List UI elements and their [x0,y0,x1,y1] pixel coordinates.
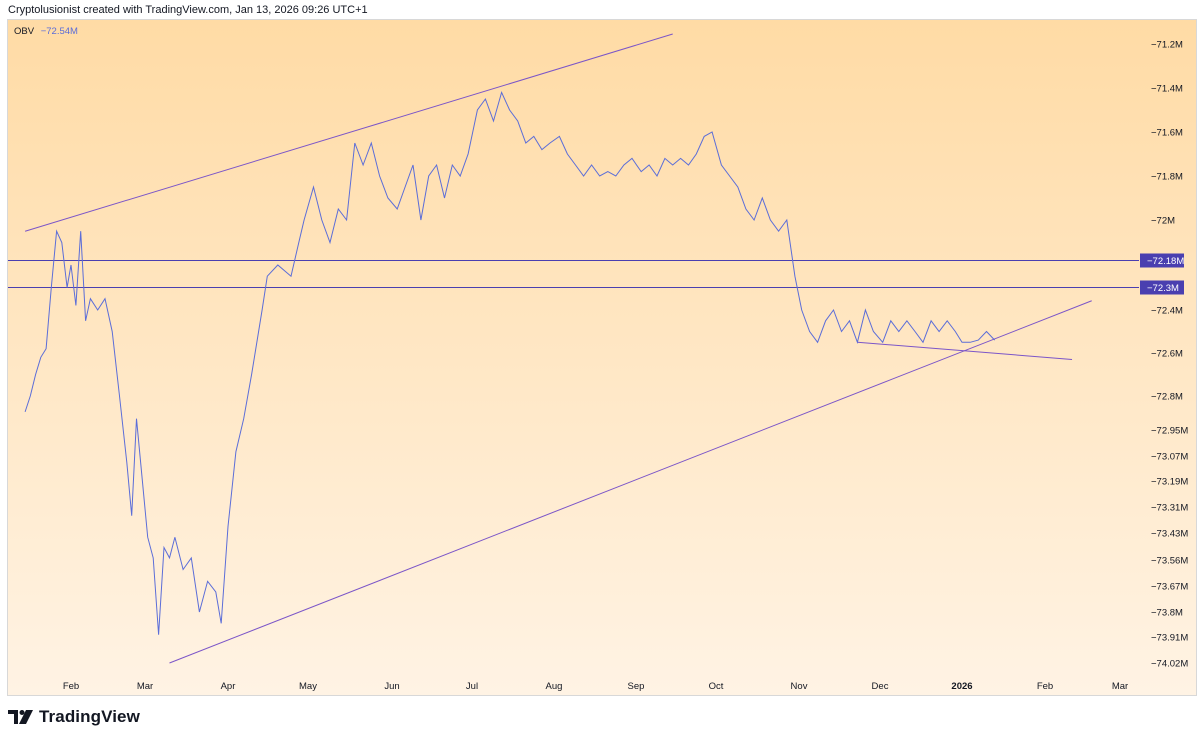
y-tick-label: −73.19M [1151,477,1188,488]
y-tick-label: −74.02M [1151,659,1188,670]
x-tick-label: Feb [63,681,79,692]
x-tick-label: Nov [791,681,808,692]
x-tick-label: Jul [466,681,478,692]
y-tick-label: −73.56M [1151,556,1188,567]
tradingview-logo-icon [8,710,33,724]
price-level-badge [1140,280,1184,295]
y-tick-label: −72.8M [1151,392,1183,403]
chart-frame[interactable]: −71.2M −71.4M −71.6M −71.8M −72M −72.4M −72.6M… [7,19,1197,696]
obv-chart[interactable]: −71.2M −71.4M −71.6M −71.8M −72M −72.4M −72.6M… [8,20,1196,695]
obv-line [24,90,996,635]
y-tick-label: −73.43M [1151,529,1188,540]
x-tick-label: Dec [872,681,889,692]
x-tick-label: Oct [709,681,724,692]
y-tick-label: −73.91M [1151,633,1188,644]
chart-credit: Cryptolusionist created with TradingView… [8,4,368,16]
y-tick-label: −71.8M [1151,172,1183,183]
y-tick-label: −71.2M [1151,40,1183,51]
indicator-name: OBV [14,26,35,37]
x-tick-label: 2026 [951,681,972,692]
y-tick-label: −71.6M [1151,128,1183,139]
time-scale[interactable]: Feb Mar Apr May Jun Jul Aug Sep Oct Nov Dec 2026 Feb… [63,681,1128,692]
y-tick-label: −71.4M [1151,84,1183,95]
x-tick-label: Sep [628,681,645,692]
trendline-upper-channel [24,33,673,232]
x-tick-label: Jun [384,681,399,692]
brand-name: TradingView [39,707,140,726]
indicator-legend[interactable]: OBV −72.54M [14,26,78,37]
y-tick-label: −72M [1151,216,1175,227]
chart-background [8,20,1196,695]
x-tick-label: Aug [546,681,563,692]
price-level-badge-label: −72.18M [1147,256,1184,267]
y-tick-label: −73.67M [1151,582,1188,593]
price-level-badge [1140,253,1184,268]
x-tick-label: Mar [137,681,153,692]
x-tick-label: Mar [1112,681,1128,692]
indicator-value: −72.54M [40,26,78,37]
y-tick-label: −72.4M [1151,306,1183,317]
trendline-descending-support [857,341,1073,360]
y-tick-label: −73.8M [1151,608,1183,619]
price-scale[interactable]: −71.2M −71.4M −71.6M −71.8M −72M −72.4M −72.6M… [1140,40,1188,670]
trendlines [24,33,1092,664]
brand[interactable]: TradingView [8,707,140,727]
y-tick-label: −72.6M [1151,349,1183,360]
price-level-badge-label: −72.3M [1147,283,1179,294]
x-tick-label: May [299,681,317,692]
x-tick-label: Apr [221,681,236,692]
trendline-lower-support [169,300,1092,664]
y-tick-label: −73.31M [1151,503,1188,514]
horizontal-levels [8,260,1139,288]
y-tick-label: −72.95M [1151,426,1188,437]
y-tick-label: −73.07M [1151,452,1188,463]
x-tick-label: Feb [1037,681,1053,692]
